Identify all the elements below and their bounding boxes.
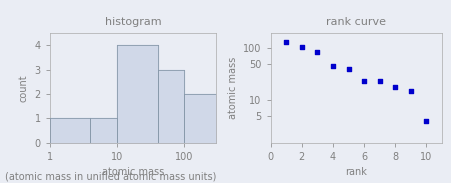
Point xyxy=(345,68,352,70)
Point xyxy=(423,119,430,122)
Point xyxy=(376,80,383,83)
Point xyxy=(283,41,290,44)
X-axis label: rank: rank xyxy=(345,167,367,177)
Title: rank curve: rank curve xyxy=(326,17,387,27)
Point xyxy=(360,79,368,82)
Point xyxy=(407,90,414,93)
Text: (atomic mass in unified atomic mass units): (atomic mass in unified atomic mass unit… xyxy=(5,171,216,181)
Title: histogram: histogram xyxy=(105,17,161,27)
X-axis label: atomic mass: atomic mass xyxy=(102,167,164,177)
Point xyxy=(298,46,305,48)
Point xyxy=(329,65,336,68)
Y-axis label: atomic mass: atomic mass xyxy=(228,57,238,119)
Point xyxy=(314,50,321,53)
Point xyxy=(391,85,399,88)
Y-axis label: count: count xyxy=(19,74,29,102)
